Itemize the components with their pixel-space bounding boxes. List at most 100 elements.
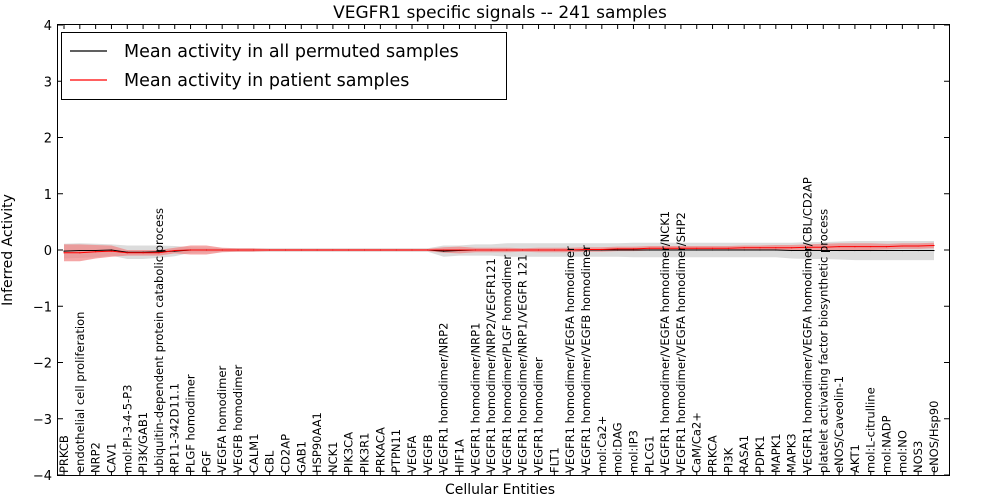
category-label: RASA1 [737,435,751,473]
category-label: RP11-342D11.1 [168,383,182,473]
y-axis-label: Inferred Activity [0,194,16,306]
y-tick-label: −2 [33,357,52,372]
category-label: VEGFR1 homodimer/VEGFB homodimer [579,245,593,473]
category-label: PI3K [721,447,735,473]
point-series-0 [443,250,445,252]
y-tick-label: −4 [33,469,52,484]
category-label: VEGFA [405,435,419,473]
point-series-1 [759,247,761,249]
point-series-1 [174,249,176,252]
category-label: mol:NADP [880,415,894,473]
point-series-1 [775,247,777,249]
category-label: VEGFB homodimer [231,364,245,473]
point-series-1 [316,249,318,251]
category-label: NOS3 [911,441,925,473]
point-series-1 [522,249,524,251]
point-series-1 [458,249,461,251]
category-label: HSP90AA1 [310,412,324,473]
y-ticks: −4 −3 −2 −1 0 1 2 3 4 [33,19,949,484]
point-series-1 [838,246,840,248]
point-series-1 [348,249,350,251]
point-series-0 [759,249,761,251]
point-series-1 [537,249,540,251]
point-series-1 [427,249,429,251]
band-series-1 [64,242,934,262]
category-label: CaM/Ca2+ [690,412,704,473]
category-label: VEGFR1 homodimer/VEGFA homodimer [563,246,577,473]
point-series-1 [205,249,207,251]
point-series-1 [411,249,413,251]
category-label: PGF [199,451,213,473]
point-series-1 [870,246,872,248]
point-series-0 [727,249,729,251]
y-tick-label: 4 [44,19,52,34]
point-series-1 [553,249,555,251]
category-label: NRP2 [89,442,103,473]
point-series-0 [648,249,650,251]
point-series-1 [395,249,397,251]
point-series-1 [363,249,366,251]
point-series-1 [189,249,192,251]
point-series-0 [632,249,635,251]
point-series-0 [933,249,935,252]
point-series-1 [269,249,271,251]
point-series-1 [617,248,619,250]
category-label: PIK3CA [342,432,356,473]
category-label: VEGFR1 homodimer/NRP1/VEGFR 121 [516,254,530,473]
point-series-0 [79,249,81,252]
category-label: VEGFR1 homodimer/NRP2/VEGFR121 [484,258,498,473]
category-label: ubiquitin-dependent protein catabolic pr… [152,208,166,473]
point-series-0 [680,249,682,251]
point-series-0 [791,249,793,252]
point-series-0 [696,249,698,251]
point-series-1 [474,249,476,251]
point-series-1 [253,249,255,251]
point-series-0 [901,249,903,252]
category-label: mol:NO [895,430,909,473]
category-label: VEGFR1 homodimer/VEGFA homodimer/SHP2 [674,212,688,473]
point-series-1 [696,247,698,249]
point-series-0 [110,249,113,251]
category-label: PLCG1 [642,435,656,473]
category-label: PDPK1 [753,435,767,473]
point-series-1 [632,248,635,250]
category-label: PIK3R1 [358,433,372,474]
point-series-1 [506,249,508,251]
category-label: GAB1 [294,441,308,473]
point-series-1 [142,252,144,254]
category-label: CAV1 [104,443,118,473]
point-series-1 [680,247,682,249]
point-series-1 [917,245,919,247]
point-series-1 [569,249,571,251]
category-label: CALM1 [247,433,261,473]
point-series-0 [95,249,97,252]
category-label: PRKACA [373,427,387,473]
y-tick-label: −3 [33,413,52,428]
category-label: VEGFR1 homodimer/VEGFA homodimer/CBL/CD2… [800,177,814,473]
category-label: mol:L-citrulline [864,387,878,473]
point-series-1 [664,247,666,249]
point-series-1 [854,246,856,248]
category-label: CBL [263,450,277,473]
point-series-0 [158,251,160,253]
point-series-1 [95,251,97,253]
point-series-1 [806,246,809,248]
point-series-0 [822,249,824,252]
legend-label-permuted: Mean activity in all permuted samples [124,42,459,62]
category-label: mol:Ca2+ [595,416,609,473]
category-label: endothelial cell proliferation [73,312,87,473]
category-label: VEGFR1 homodimer/PLGF homodimer [500,255,514,473]
category-label: PRKCA [706,435,720,473]
point-series-0 [870,249,872,252]
point-series-1 [743,247,745,249]
line-series-1 [64,245,935,254]
point-series-1 [711,247,714,249]
point-series-1 [63,252,65,254]
category-label: PTPN11 [389,429,403,473]
point-series-1 [379,249,381,251]
point-series-1 [901,245,903,247]
category-label: FLT1 [547,447,561,473]
point-series-1 [158,252,160,254]
category-label: VEGFR1 homodimer/NRP1 [468,323,482,473]
y-tick-label: −1 [33,300,52,315]
